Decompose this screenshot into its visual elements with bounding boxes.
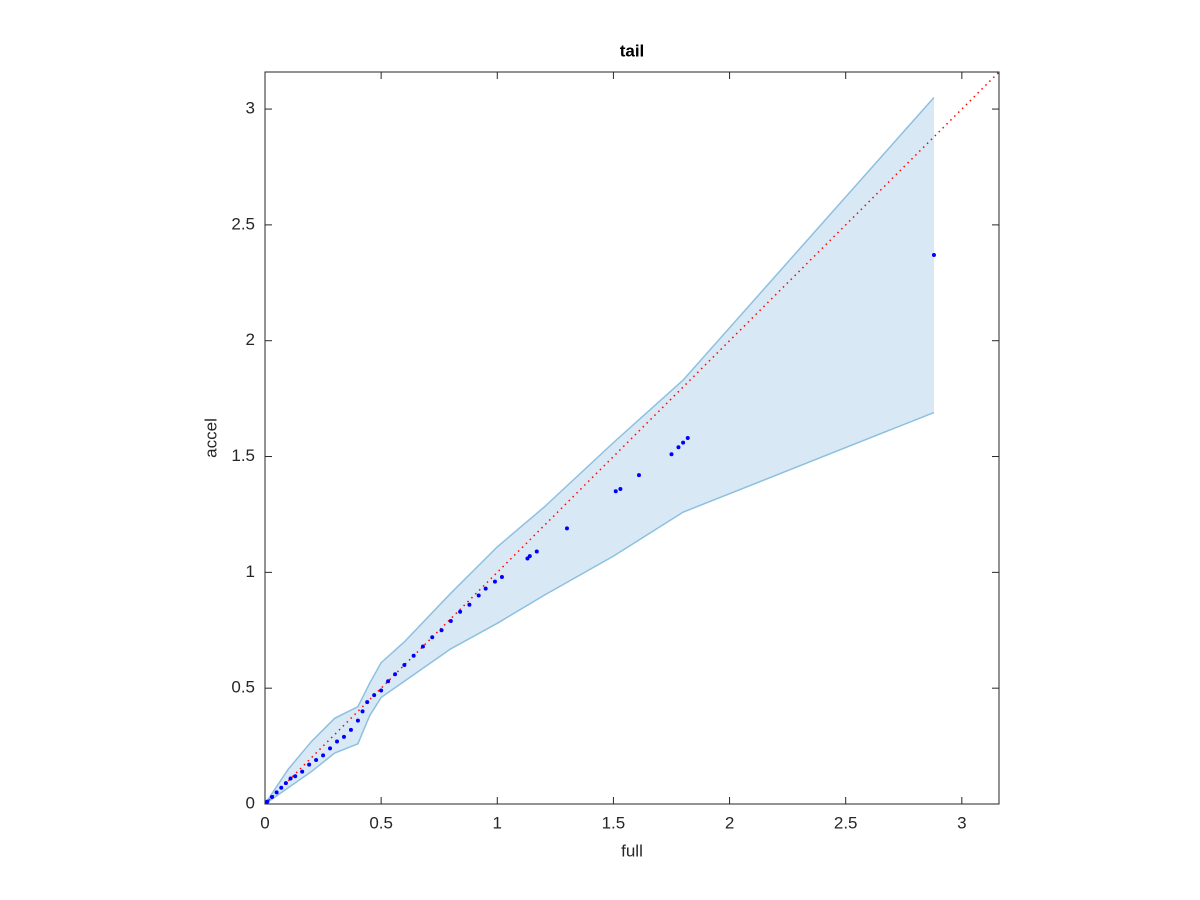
data-point	[676, 445, 681, 450]
y-tick-label: 3	[246, 99, 255, 118]
data-point	[402, 663, 407, 668]
data-point	[534, 549, 539, 554]
data-point	[265, 799, 270, 804]
data-point	[492, 579, 497, 584]
reference-line	[264, 71, 1000, 805]
data-point	[618, 486, 623, 491]
data-point	[613, 489, 618, 494]
x-tick-label: 2	[725, 813, 734, 832]
y-axis-label: accel	[201, 418, 220, 458]
data-point	[288, 776, 293, 781]
data-point	[348, 727, 353, 732]
y-tick-label: 0	[246, 793, 255, 812]
y-tick-label: 0.5	[231, 678, 255, 697]
data-point	[681, 440, 686, 445]
data-point	[379, 688, 384, 693]
data-point	[355, 718, 360, 723]
data-point	[328, 746, 333, 751]
y-tick-label: 2.5	[231, 214, 255, 233]
data-point	[314, 757, 319, 762]
data-point	[430, 635, 435, 640]
data-point	[341, 734, 346, 739]
data-point	[411, 653, 416, 658]
data-point	[393, 672, 398, 677]
data-point	[335, 739, 340, 744]
x-tick-label: 1.5	[602, 813, 626, 832]
x-tick-label: 1	[493, 813, 502, 832]
data-point	[448, 619, 453, 623]
data-point	[458, 609, 463, 614]
confidence-band	[265, 97, 934, 804]
data-point	[420, 644, 425, 649]
x-tick-label: 2.5	[834, 813, 858, 832]
data-point	[527, 554, 532, 559]
data-point	[467, 602, 472, 607]
data-point	[279, 785, 284, 790]
data-point	[636, 473, 641, 478]
data-point	[293, 774, 298, 779]
data-point	[483, 586, 488, 591]
x-axis-label: full	[621, 841, 643, 860]
data-point	[439, 628, 444, 633]
x-tick-label: 3	[957, 813, 966, 832]
data-point	[360, 709, 365, 714]
band-lower	[264, 411, 935, 805]
data-point	[931, 253, 936, 257]
data-point	[476, 593, 481, 598]
data-point	[564, 526, 569, 531]
data-point	[307, 762, 312, 767]
data-point	[300, 769, 305, 774]
y-tick-label: 2	[246, 330, 255, 349]
data-point	[372, 693, 377, 698]
data-point	[386, 679, 391, 684]
band-upper	[264, 96, 935, 805]
data-point	[269, 795, 274, 800]
x-tick-label: 0.5	[369, 813, 393, 832]
data-point	[685, 436, 690, 440]
data-point	[274, 790, 279, 795]
axes-box	[264, 71, 1000, 805]
data-point	[499, 574, 504, 579]
data-point	[321, 753, 326, 758]
x-tick-label: 0	[260, 813, 269, 832]
data-point	[365, 700, 370, 705]
y-tick-label: 1.5	[231, 446, 255, 465]
chart-title: tail	[620, 41, 645, 60]
y-tick-label: 1	[246, 562, 255, 581]
data-point	[669, 452, 674, 457]
data-point	[283, 781, 288, 786]
